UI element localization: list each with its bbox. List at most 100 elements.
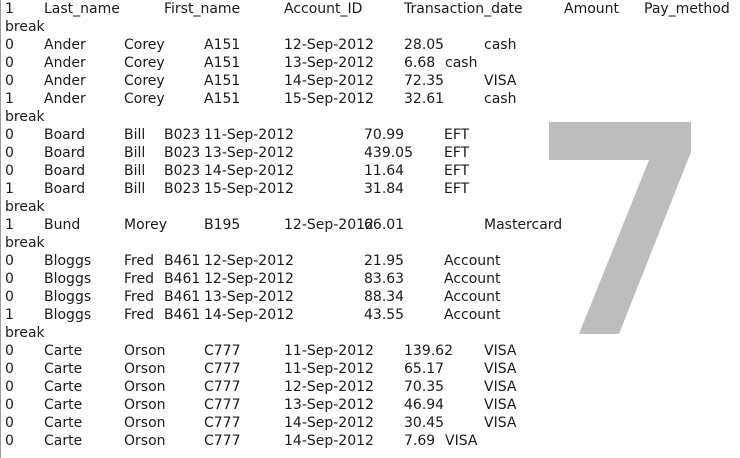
last-name-cell: Carte: [44, 397, 83, 413]
pay-method-cell: VISA: [484, 397, 517, 413]
account-id-cell: B023: [164, 145, 201, 161]
flag-cell: 0: [5, 343, 14, 359]
flag-cell: 0: [5, 163, 14, 179]
first-name-cell: Corey: [124, 37, 165, 53]
account-id-cell: B461: [164, 271, 201, 287]
data-line: 0 Board Bill B023 11-Sep-2012 70.99 EFT: [5, 126, 735, 144]
account-id-cell: C777: [204, 415, 241, 431]
break-line: break: [5, 109, 45, 125]
flag-cell: 1: [5, 307, 14, 323]
first-name-cell: Bill: [124, 145, 146, 161]
transaction-date-cell: 12-Sep-2012: [204, 271, 294, 287]
account-id-cell: C777: [204, 379, 241, 395]
flag-cell: 1: [5, 217, 14, 233]
seven-glyph: [549, 122, 691, 334]
break-line: break: [5, 199, 45, 215]
transaction-date-cell: 14-Sep-2012: [284, 433, 374, 449]
data-line: 0 Ander Corey A151 14-Sep-2012 72.35 VISA: [5, 72, 735, 90]
pay-method-cell: VISA: [484, 73, 517, 89]
first-name-cell: Orson: [124, 379, 166, 395]
data-line: 0 Carte Orson C777 13-Sep-2012 46.94 VISA: [5, 396, 735, 414]
pay-method-cell: Mastercard: [484, 217, 563, 233]
pay-method-cell: cash: [445, 55, 478, 71]
last-name-cell: Bloggs: [44, 307, 92, 323]
amount-cell: 31.84: [364, 181, 405, 197]
transaction-date-cell: 14-Sep-2012: [204, 307, 294, 323]
data-line: 0 Board Bill B023 14-Sep-2012 11.64 EFT: [5, 162, 735, 180]
last-name-cell: Carte: [44, 379, 83, 395]
transaction-date-cell: Transaction_date: [404, 1, 523, 17]
transaction-date-cell: 11-Sep-2012: [204, 127, 294, 143]
data-line: 1 Ander Corey A151 15-Sep-2012 32.61 cash: [5, 90, 735, 108]
first-name-cell: Corey: [124, 55, 165, 71]
amount-cell: 72.35: [404, 73, 445, 89]
first-name-cell: Orson: [124, 361, 166, 377]
flag-cell: 0: [5, 289, 14, 305]
data-line: 0 Bloggs Fred B461 13-Sep-2012 88.34 Account: [5, 288, 735, 306]
transaction-date-cell: 12-Sep-2012: [284, 37, 374, 53]
data-line: 1 Bloggs Fred B461 14-Sep-2012 43.55 Account: [5, 306, 735, 324]
first-name-cell: Fred: [124, 289, 154, 305]
account-id-cell: C777: [204, 361, 241, 377]
account-id-cell: B023: [164, 127, 201, 143]
amount-cell: 70.35: [404, 379, 445, 395]
text-document-body: 1 Last_name First_name Account_ID Transactio…: [5, 0, 735, 450]
first-name-cell: Corey: [124, 73, 165, 89]
account-id-cell: C777: [204, 433, 241, 449]
last-name-cell: Bloggs: [44, 289, 92, 305]
last-name-cell: Ander: [44, 91, 86, 107]
flag-cell: 0: [5, 37, 14, 53]
last-name-cell: Board: [44, 181, 86, 197]
account-id-cell: A151: [204, 91, 241, 107]
first-name-cell: Fred: [124, 271, 154, 287]
first-name-cell: Corey: [124, 91, 165, 107]
amount-cell: 65.17: [404, 361, 445, 377]
last-name-cell: Carte: [44, 361, 83, 377]
amount-cell: Amount: [564, 1, 620, 17]
flag-cell: 0: [5, 145, 14, 161]
transaction-date-cell: 12-Sep-2012: [284, 379, 374, 395]
pay-method-cell: Account: [444, 253, 501, 269]
pay-method-cell: cash: [484, 91, 517, 107]
last-name-cell: Carte: [44, 415, 83, 431]
first-name-cell: Bill: [124, 181, 146, 197]
transaction-date-cell: 14-Sep-2012: [284, 73, 374, 89]
amount-cell: 32.61: [404, 91, 445, 107]
flag-cell: 0: [5, 127, 14, 143]
large-seven-watermark: 7: [549, 122, 691, 334]
account-id-cell: B023: [164, 163, 201, 179]
amount-cell: 83.63: [364, 271, 405, 287]
first-name-cell: Fred: [124, 253, 154, 269]
pay-method-cell: VISA: [484, 361, 517, 377]
pay-method-cell: VISA: [484, 415, 517, 431]
data-line: 0 Bloggs Fred B461 12-Sep-2012 83.63 Account: [5, 270, 735, 288]
transaction-date-cell: 14-Sep-2012: [204, 163, 294, 179]
transaction-date-cell: 12-Sep-2012: [204, 253, 294, 269]
account-id-cell: Account_ID: [284, 1, 363, 17]
first-name-cell: Orson: [124, 343, 166, 359]
amount-cell: 11.64: [364, 163, 405, 179]
account-id-cell: A151: [204, 55, 241, 71]
data-line: 0 Ander Corey A151 13-Sep-2012 6.68 cash: [5, 54, 735, 72]
transaction-date-cell: 13-Sep-2012: [204, 289, 294, 305]
flag-cell: 1: [5, 1, 14, 17]
amount-cell: 88.34: [364, 289, 405, 305]
last-name-cell: Carte: [44, 343, 83, 359]
transaction-date-cell: 15-Sep-2012: [204, 181, 294, 197]
account-id-cell: B461: [164, 253, 201, 269]
last-name-cell: Bund: [44, 217, 81, 233]
first-name-cell: First_name: [164, 1, 241, 17]
amount-cell: 28.05: [404, 37, 445, 53]
amount-cell: 30.45: [404, 415, 445, 431]
data-line: 0 Carte Orson C777 11-Sep-2012 139.62 VISA: [5, 342, 735, 360]
data-line: 1 Bund Morey B195 12-Sep-2012 66.01 Mastercard: [5, 216, 735, 234]
amount-cell: 21.95: [364, 253, 405, 269]
transaction-date-cell: 13-Sep-2012: [284, 55, 374, 71]
pay-method-cell: EFT: [444, 163, 470, 179]
pay-method-cell: Account: [444, 289, 501, 305]
transaction-date-cell: 14-Sep-2012: [284, 415, 374, 431]
break-line: break: [5, 235, 45, 251]
header-line: 1 Last_name First_name Account_ID Transactio…: [5, 0, 735, 18]
pay-method-cell: EFT: [444, 127, 470, 143]
